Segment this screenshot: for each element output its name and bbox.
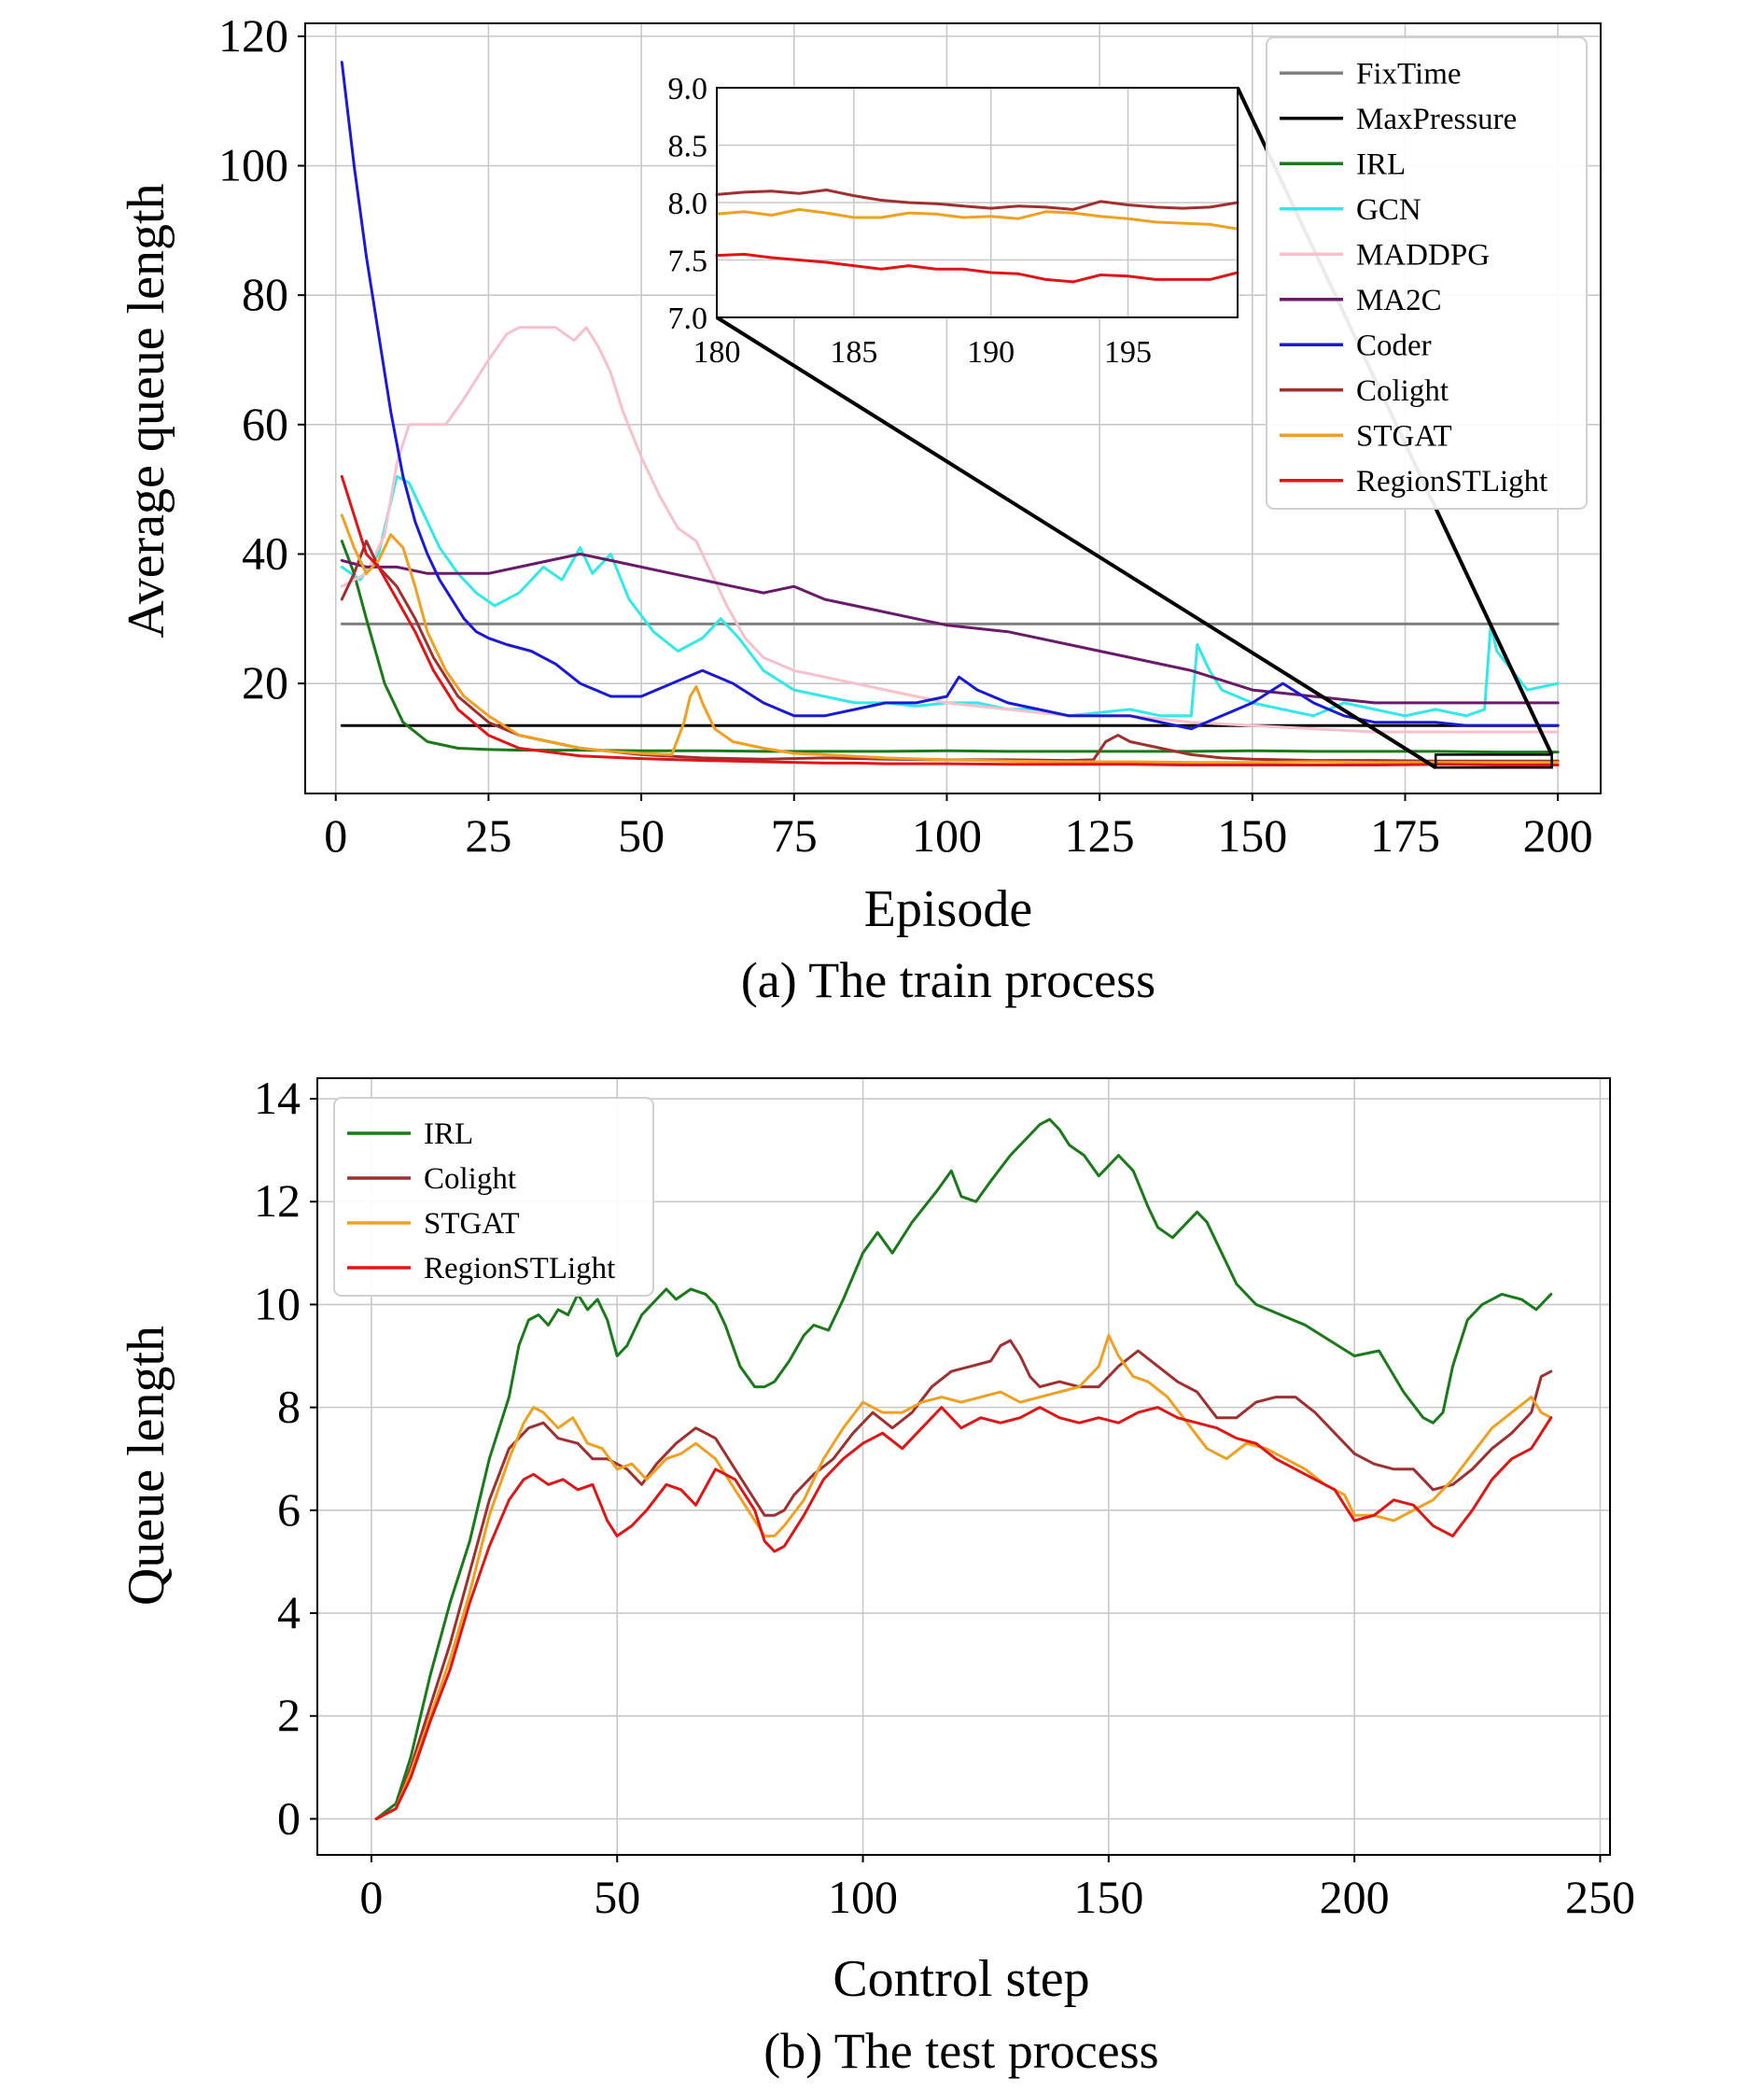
- b-x-tick-label: 150: [1073, 1871, 1143, 1923]
- train-inset-series-stgat: [715, 207, 1239, 231]
- test-plot-frame: [316, 1077, 1611, 1856]
- train-x-axis-label: Episode: [864, 880, 1032, 938]
- a-series-gcn: [340, 474, 1560, 718]
- test-legend: IRL Colight STGAT RegionSTLight: [333, 1097, 654, 1297]
- train-legend-label-coder: Coder: [1356, 329, 1432, 362]
- train-caption: (a) The train process: [741, 952, 1155, 1008]
- train-legend-label-fixtime: FixTime: [1356, 57, 1462, 91]
- train-legend-label-maddpg: MADDPG: [1356, 238, 1490, 272]
- a-x-tick-label: 175: [1370, 809, 1440, 862]
- train-inset-x-tick-label: 185: [830, 335, 877, 370]
- a-y-tick-label: 120: [218, 9, 288, 62]
- a-x-tick-label: 150: [1217, 809, 1287, 862]
- train-legend-box: [1266, 36, 1588, 510]
- b-series-colight: [374, 1339, 1553, 1820]
- b-y-tick-label: 10: [254, 1277, 301, 1329]
- b-y-tick-label: 14: [254, 1072, 301, 1124]
- b-y-tick-label: 4: [277, 1586, 301, 1638]
- a-x-tick-label: 200: [1523, 809, 1593, 862]
- a-y-tick-label: 80: [242, 268, 288, 320]
- train-legend-label-stgat: STGAT: [1356, 419, 1452, 453]
- test-legend-label-stgat: STGAT: [424, 1207, 520, 1241]
- b-x-tick-label: 50: [594, 1871, 640, 1923]
- a-series-coder: [340, 61, 1560, 731]
- train-legend: FixTime MaxPressure IRL GCN MADDPG MA2C Coder C…: [1266, 36, 1588, 510]
- b-y-tick-label: 0: [277, 1791, 301, 1844]
- a-x-tick-label: 100: [912, 809, 982, 862]
- test-series: [374, 1117, 1553, 1820]
- a-series-ma2c: [340, 553, 1560, 705]
- a-x-tick-label: 25: [465, 809, 511, 862]
- train-legend-label-ma2c: MA2C: [1356, 284, 1442, 317]
- b-y-tick-label: 2: [277, 1689, 301, 1741]
- b-series-stgat: [374, 1334, 1553, 1820]
- test-legend-label-colight: Colight: [424, 1162, 516, 1196]
- a-y-tick-label: 40: [242, 527, 288, 579]
- b-y-tick-label: 8: [277, 1381, 301, 1433]
- train-legend-label-gcn: GCN: [1356, 193, 1421, 227]
- train-zoom-connector-left: [715, 316, 1437, 769]
- a-y-tick-label: 20: [242, 656, 288, 709]
- test-legend-box: [333, 1097, 654, 1297]
- a-series-maddpg: [340, 326, 1560, 734]
- test-process-chart: 0 50 100 150 200 250 0 2 4 6 8 10 12 14 IRL Colight STG…: [118, 1072, 1635, 2079]
- train-inset-x-tick-label: 195: [1104, 335, 1152, 370]
- train-process-chart: 0 25 50 75 100 125 150 175 200 20 40 60 80 100 120 180…: [118, 9, 1602, 1008]
- test-y-axis-label: Queue length: [118, 1326, 175, 1606]
- b-y-tick-label: 6: [277, 1483, 301, 1536]
- train-inset-y-tick-label: 8.0: [668, 187, 708, 221]
- train-inset-series-regionstlight: [715, 252, 1239, 284]
- train-inset-frame: [716, 87, 1239, 318]
- test-legend-label-regionstlight: RegionSTLight: [424, 1252, 615, 1285]
- a-x-tick-label: 75: [771, 809, 818, 862]
- test-tick-labels: 0 50 100 150 200 250 0 2 4 6 8 10 12 14: [254, 1072, 1635, 1923]
- train-inset: 180 185 190 195 7.0 7.5 8.0 8.5 9.0: [668, 72, 1239, 370]
- train-inset-y-tick-label: 7.5: [668, 245, 708, 279]
- test-caption: (b) The test process: [763, 2023, 1158, 2079]
- b-series-irl: [374, 1117, 1553, 1820]
- train-y-axis-label: Average queue length: [118, 183, 175, 638]
- train-plot-frame: [304, 22, 1602, 794]
- train-legend-label-colight: Colight: [1356, 374, 1449, 408]
- a-x-tick-label: 50: [618, 809, 665, 862]
- train-tick-labels: 0 25 50 75 100 125 150 175 200 20 40 60 80 100 120: [218, 9, 1593, 862]
- b-x-tick-label: 100: [828, 1871, 898, 1923]
- a-y-tick-label: 60: [242, 398, 288, 450]
- train-inset-y-tick-label: 8.5: [668, 130, 708, 164]
- test-legend-label-irl: IRL: [424, 1117, 473, 1151]
- b-y-tick-label: 12: [254, 1174, 301, 1227]
- b-x-tick-label: 200: [1320, 1871, 1390, 1923]
- train-inset-series-colight: [715, 189, 1239, 211]
- b-x-tick-label: 250: [1565, 1871, 1635, 1923]
- a-x-tick-label: 125: [1065, 809, 1135, 862]
- train-legend-label-maxpressure: MaxPressure: [1356, 103, 1517, 136]
- a-x-tick-label: 0: [324, 809, 347, 862]
- b-x-tick-label: 0: [359, 1871, 383, 1923]
- train-zoom-region: [1434, 753, 1553, 769]
- a-series-regionstlight: [340, 474, 1560, 766]
- test-x-axis-label: Control step: [833, 1950, 1089, 2008]
- train-inset-y-tick-label: 7.0: [668, 302, 708, 336]
- train-legend-label-irl: IRL: [1356, 147, 1406, 181]
- a-series-stgat: [340, 513, 1560, 765]
- b-series-regionstlight: [374, 1406, 1553, 1820]
- train-inset-x-tick-label: 180: [693, 335, 741, 370]
- train-inset-x-tick-label: 190: [967, 335, 1015, 370]
- train-legend-label-regionstlight: RegionSTLight: [1356, 465, 1547, 498]
- a-y-tick-label: 100: [218, 139, 288, 191]
- train-inset-y-tick-label: 9.0: [668, 72, 708, 106]
- a-series-irl: [340, 540, 1560, 754]
- train-series: [340, 61, 1560, 766]
